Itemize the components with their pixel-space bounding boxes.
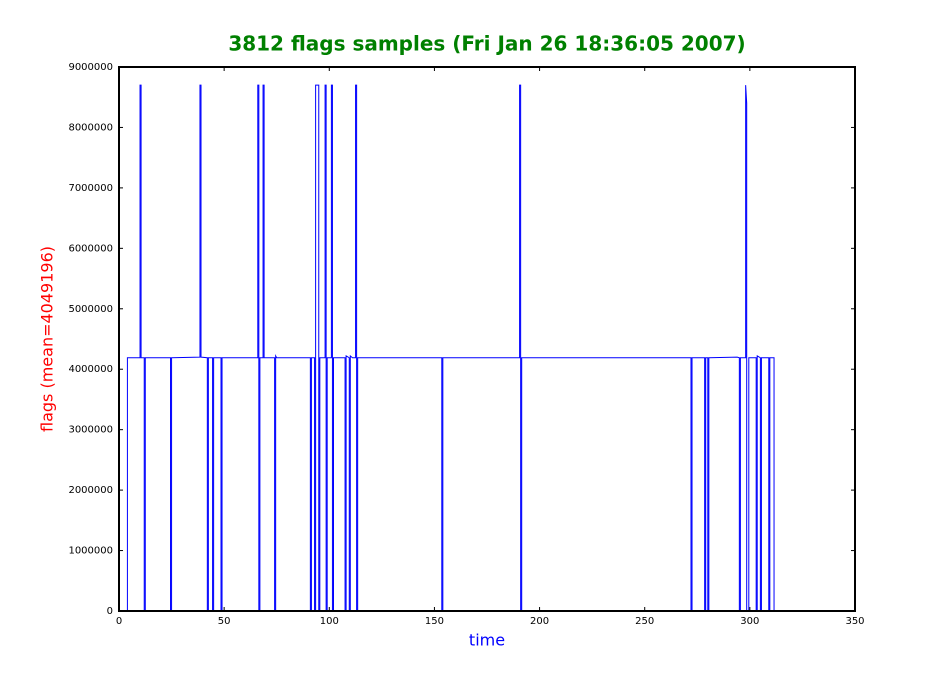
x-tick-label: 250 <box>635 616 654 627</box>
x-tick-label: 150 <box>425 616 444 627</box>
y-axis-label: flags (mean=4049196) <box>38 246 57 432</box>
y-tick-label: 7000000 <box>68 183 113 194</box>
x-tick-label: 300 <box>740 616 759 627</box>
y-tick-label: 5000000 <box>68 304 113 315</box>
chart-title: 3812 flags samples (Fri Jan 26 18:36:05 … <box>228 32 745 56</box>
y-tick-label: 0 <box>107 606 113 617</box>
y-tick-label: 3000000 <box>68 425 113 436</box>
x-tick-label: 0 <box>116 616 122 627</box>
x-tick-label: 350 <box>845 616 864 627</box>
y-tick-label: 9000000 <box>68 62 113 73</box>
y-tick-label: 6000000 <box>68 243 113 254</box>
y-tick-label: 1000000 <box>68 546 113 557</box>
y-tick-label: 2000000 <box>68 485 113 496</box>
plot-frame <box>118 66 856 612</box>
x-tick-label: 100 <box>320 616 339 627</box>
y-tick-label: 4000000 <box>68 364 113 375</box>
x-axis-label: time <box>469 631 505 650</box>
y-tick-label: 8000000 <box>68 122 113 133</box>
x-tick-label: 50 <box>218 616 231 627</box>
data-line <box>119 84 855 612</box>
x-tick-label: 200 <box>530 616 549 627</box>
